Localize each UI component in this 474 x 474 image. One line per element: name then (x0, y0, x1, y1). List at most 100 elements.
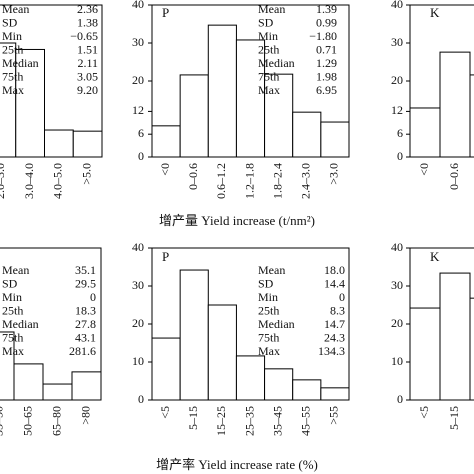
y-tick-label: 12 (132, 103, 144, 117)
stat-value: 1.29 (316, 56, 337, 70)
bar (320, 121, 350, 158)
x-tick-label: 50–65 (20, 406, 34, 436)
stat-label: Min (258, 29, 278, 43)
x-axis-title: 增产量 Yield increase (t/nm²) (159, 213, 315, 228)
stat-value: 8.3 (330, 303, 345, 317)
x-tick-label: <5 (158, 406, 172, 419)
stat-value: 1.38 (77, 15, 98, 29)
x-tick-label: >5.0 (79, 163, 93, 185)
y-tick-label: 40 (132, 0, 144, 11)
bar (179, 74, 209, 158)
y-tick-label: 0 (138, 392, 144, 406)
stat-value: 27.8 (75, 317, 96, 331)
stat-label: Min (2, 29, 22, 43)
stat-value: −1.80 (309, 29, 337, 43)
stat-label: Mean (258, 263, 285, 277)
stat-label: 25th (2, 303, 23, 317)
panel-label: K (430, 249, 440, 264)
x-tick-label: <0 (158, 163, 172, 176)
stat-label: Min (2, 290, 22, 304)
y-tick-label: 10 (391, 354, 403, 368)
bar (207, 304, 237, 401)
bar (469, 297, 474, 401)
stat-value: 43.1 (75, 330, 96, 344)
panel-label: P (162, 249, 169, 264)
bar (264, 73, 294, 158)
stat-value: 14.4 (324, 276, 345, 290)
bar (292, 111, 322, 158)
bar (44, 129, 74, 158)
x-tick-label: 15–25 (214, 406, 228, 436)
stat-label: 25th (258, 303, 279, 317)
x-tick-label: 35–45 (270, 406, 284, 436)
stat-value: −0.65 (70, 29, 98, 43)
stat-label: Mean (2, 2, 29, 16)
stat-value: 134.3 (318, 344, 345, 358)
stat-value: 18.0 (324, 263, 345, 277)
bar (409, 307, 441, 401)
x-tick-label: <0 (417, 163, 431, 176)
stat-label: Median (258, 317, 295, 331)
stat-value: 0.71 (316, 42, 337, 56)
x-tick-label: 25–35 (242, 406, 256, 436)
y-tick-label: 40 (391, 0, 403, 11)
bar (439, 51, 471, 158)
bar (469, 74, 474, 158)
stat-value: 0 (90, 290, 96, 304)
y-tick-label: 20 (132, 73, 144, 87)
y-tick-label: 12 (391, 103, 403, 117)
stat-label: Max (258, 83, 280, 97)
bar (409, 107, 441, 158)
y-tick-label: 10 (132, 354, 144, 368)
x-tick-label: 2.4–3.0 (299, 163, 313, 199)
x-tick-label: 3.0–4.0 (22, 163, 36, 199)
x-tick-label: 0.6–1.2 (214, 163, 228, 199)
stat-label: SD (2, 15, 18, 29)
x-tick-label: 35–50 (0, 406, 5, 436)
x-tick-label: 0–0.6 (186, 163, 200, 190)
y-tick-label: 20 (391, 73, 403, 87)
y-tick-label: 30 (132, 278, 144, 292)
bar (151, 125, 181, 158)
stat-label: Median (2, 317, 39, 331)
y-tick-label: 0 (138, 149, 144, 163)
stat-label: 25th (2, 42, 23, 56)
bar (71, 371, 102, 401)
stat-label: Max (2, 344, 24, 358)
bar (292, 379, 322, 401)
x-tick-label: 0–0.6 (447, 163, 461, 190)
bar (264, 368, 294, 401)
stat-label: SD (2, 276, 18, 290)
x-tick-label: <5 (417, 406, 431, 419)
x-tick-label: 2.0–3.0 (0, 163, 7, 199)
stat-value: 2.11 (77, 56, 98, 70)
y-tick-label: 40 (391, 240, 403, 254)
bar (151, 337, 181, 401)
x-axis-title: 增产率 Yield increase rate (%) (156, 457, 318, 472)
bar (15, 48, 45, 158)
y-tick-label: 30 (391, 35, 403, 49)
x-tick-label: 1.8–2.4 (270, 163, 284, 199)
panel-label: P (162, 5, 169, 20)
x-tick-label: 65–80 (49, 406, 63, 436)
stat-value: 0.99 (316, 15, 337, 29)
stat-label: Mean (2, 263, 29, 277)
stat-label: SD (258, 15, 274, 29)
bar (207, 24, 237, 158)
stat-value: 24.3 (324, 330, 345, 344)
stat-label: 75th (258, 330, 279, 344)
stat-value: 29.5 (75, 276, 96, 290)
y-tick-label: 20 (132, 316, 144, 330)
bar (13, 363, 44, 401)
x-tick-label: 5–15 (186, 406, 200, 430)
stat-label: Max (2, 83, 24, 97)
y-tick-label: 0 (397, 149, 403, 163)
x-tick-label: >80 (78, 406, 92, 425)
y-tick-label: 20 (391, 316, 403, 330)
bar (72, 130, 103, 158)
stat-label: Mean (258, 2, 285, 16)
stat-value: 1.51 (77, 42, 98, 56)
stat-value: 35.1 (75, 263, 96, 277)
bar (320, 387, 350, 401)
